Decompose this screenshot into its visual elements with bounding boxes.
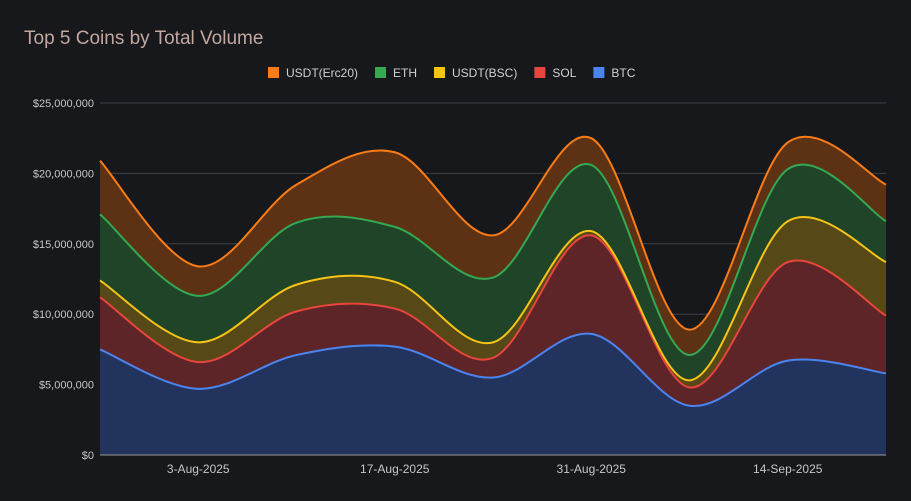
line-eth [99, 163, 887, 357]
legend-swatch [593, 67, 605, 78]
legend-item-usdt-erc20[interactable]: USDT(Erc20) [268, 66, 358, 80]
legend-label: USDT(Erc20) [286, 66, 358, 80]
legend-swatch [434, 67, 446, 78]
x-axis: 3-Aug-2025 17-Aug-2025 31-Aug-2025 14-Sep-2… [100, 454, 886, 476]
area-sol [100, 235, 886, 407]
series-lines [99, 135, 887, 407]
legend-swatch [268, 67, 279, 78]
legend[interactable]: USDT(Erc20) ETH USDT(BSC) SOL BTC [268, 66, 636, 80]
area-eth [100, 163, 886, 381]
y-tick-label: $15,000,000 [33, 239, 94, 251]
legend-label: USDT(BSC) [452, 66, 517, 80]
legend-label: BTC [611, 66, 635, 80]
area-usdt-bsc [100, 216, 886, 388]
legend-item-btc[interactable]: BTC [593, 66, 636, 80]
y-tick-label: $10,000,000 [33, 309, 94, 321]
x-tick-label: 17-Aug-2025 [360, 462, 430, 476]
y-tick-label: $20,000,000 [33, 168, 94, 180]
y-tick-label: $5,000,000 [39, 380, 94, 392]
area-usdt-erc20 [100, 136, 886, 356]
area-series [100, 136, 886, 455]
y-tick-label: $0 [82, 450, 94, 462]
legend-item-sol[interactable]: SOL [534, 66, 577, 80]
area-btc [100, 333, 886, 455]
line-usdt-bsc [99, 215, 887, 382]
line-sol [99, 234, 887, 389]
legend-label: SOL [552, 66, 576, 80]
line-btc [99, 332, 887, 407]
y-axis: $0 $5,000,000 $10,000,000 $15,000,000 $20,00… [33, 98, 94, 462]
x-tick-label: 14-Sep-2025 [753, 462, 823, 476]
legend-label: ETH [393, 66, 417, 80]
legend-swatch [534, 67, 546, 78]
chart-title: Top 5 Coins by Total Volume [24, 28, 263, 49]
legend-swatch [375, 67, 387, 78]
x-tick-label: 31-Aug-2025 [557, 462, 627, 476]
legend-item-usdt-bsc[interactable]: USDT(BSC) [434, 66, 517, 80]
line-usdt-erc20 [99, 135, 887, 331]
y-tick-label: $25,000,000 [33, 98, 94, 110]
legend-item-eth[interactable]: ETH [375, 66, 417, 80]
x-tick-label: 3-Aug-2025 [167, 462, 230, 476]
